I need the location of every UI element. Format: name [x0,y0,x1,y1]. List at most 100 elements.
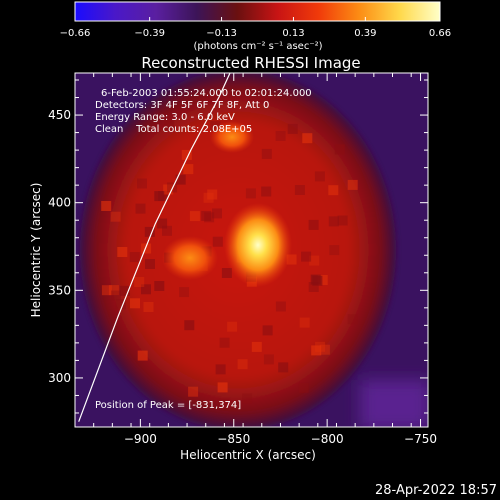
disk-mottle-cell [108,285,119,296]
disk-mottle-cell [227,321,238,332]
disk-mottle-cell [317,275,328,285]
disk-mottle-cell [157,218,168,229]
disk-mottle-cell [215,364,226,375]
disk-mottle-cell [164,120,175,131]
disk-mottle-cell [275,131,286,141]
disk-mottle-cell [347,314,358,325]
secondary-source [210,121,254,153]
x-tick-label: −750 [404,432,437,446]
disk-mottle-cell [207,189,218,200]
disk-mottle-cell [175,174,186,185]
disk-mottle-cell [309,255,320,266]
disk-mottle-cell [111,290,121,301]
colorbar-ticks: −0.66 −0.39 −0.13 0.13 0.39 0.66 [60,17,451,39]
x-tick-label: −800 [311,432,344,446]
disk-mottle-cell [184,320,195,331]
disk-mottle-cell [294,185,305,195]
colorbar-units-label: (photons cm⁻² s⁻¹ asec⁻²) [193,41,322,52]
colorbar-tick-label: −0.39 [134,28,165,39]
disk-mottle-cell [204,212,215,223]
colorbar-tick-label: −0.13 [206,28,237,39]
disk-mottle-cell [217,382,228,393]
disk-mottle-cell [261,186,272,197]
disk-mottle-cell [135,203,146,214]
colorbar-bar [74,1,441,22]
y-axis-label: Heliocentric Y (arcsec) [29,183,43,318]
colorbar: −0.66 −0.39 −0.13 0.13 0.39 0.66 (photons cm⁻… [60,1,451,52]
disk-mottle-cell [212,236,223,247]
disk-mottle-cell [179,287,190,298]
x-axis-label: Heliocentric X (arcsec) [180,448,316,462]
disk-mottle-cell [286,254,297,265]
disk-mottle-cell [310,274,321,285]
disk-mottle-cell [119,285,130,296]
disk-mottle-cell [137,350,148,361]
disk-mottle-cell [262,325,273,336]
disk-mottle-cell [298,382,309,393]
disk-mottle-cell [162,225,172,236]
disk-mottle-cell [101,285,112,296]
disk-mottle-cell [110,211,121,222]
disk-mottle-cell [329,245,340,256]
x-axis-ticks: −900 −850 −800 −750 [93,73,437,446]
disk-mottle-cell [308,282,319,292]
colorbar-tick-label: 0.13 [282,28,304,39]
disk-mottle-cell [115,299,126,310]
disk-mottle-cell [242,393,253,404]
y-tick-label: 350 [48,283,71,297]
tertiary-source [162,236,218,280]
disk-mottle-cell [301,251,312,262]
disk-mottle-cell [154,281,165,291]
solar-limb-curve [78,73,231,422]
disk-mottle-cell [181,149,192,160]
x-tick-label: −900 [124,432,157,446]
info-energy-range: Energy Range: 3.0 - 6.0 keV [95,112,235,123]
plot-frame [74,72,429,428]
disk-mottle-cell [308,219,319,230]
disk-mottle-cell [141,243,152,254]
disk-mottle-cell [163,184,174,195]
disk-mottle-cell [221,268,232,278]
disk-mottle-cell [275,301,286,312]
disk-mottle-cell [245,188,256,199]
disk-mottle-cell [144,226,155,237]
disk-mottle-cell [201,210,212,221]
disk-mottle-cell [154,191,165,202]
info-time-range: 6-Feb-2003 01:55:24.000 to 02:01:24.000 [101,88,312,99]
disk-mottle-cell [188,386,199,397]
colorbar-tick-label: −0.66 [60,28,91,39]
disk-mottle-cell [302,133,313,144]
chart-title: Reconstructed RHESSI Image [141,54,360,72]
disk-mottle-cell [251,341,262,352]
disk-mottle-cell [212,208,222,219]
peak-source [224,203,292,287]
disk-mottle-cell [328,216,339,227]
disk-mottle-cell [263,354,274,365]
x-tick-label: −850 [217,432,250,446]
disk-mottle-cell [183,164,194,175]
disk-mottle-cell [210,121,221,132]
disk-mottle-cell [167,182,178,193]
disk-mottle-cell [117,247,128,257]
disk-mottle-cell [278,362,289,373]
disk-mottle-cell [145,259,155,269]
y-tick-label: 450 [48,108,71,122]
disk-mottle-cell [347,179,358,190]
y-axis-ticks: 300 350 400 450 [48,79,428,414]
colorbar-tick-label: 0.39 [354,28,376,39]
info-detectors: Detectors: 3F 4F 5F 6F 7F 8F, Att 0 [95,100,269,111]
disk-mottle-cell [101,201,112,211]
disk-mottle-cell [261,148,272,159]
disk-mottle-cell [299,317,310,328]
info-annotation: 6-Feb-2003 01:55:24.000 to 02:01:24.000 … [95,88,312,411]
disk-mottle-cell [218,398,229,409]
disk-mottle-cell [237,359,248,370]
y-tick-label: 300 [48,371,71,385]
disk-mottle-cell [337,215,348,226]
disk-mottle-cell [328,185,339,196]
disk-mottle-cell [189,211,200,222]
disk-mottle-cell [141,284,151,295]
disk-mottle-cell [137,178,147,189]
off-disk-corner-light [360,380,428,427]
disk-mottle-cell [334,144,345,155]
